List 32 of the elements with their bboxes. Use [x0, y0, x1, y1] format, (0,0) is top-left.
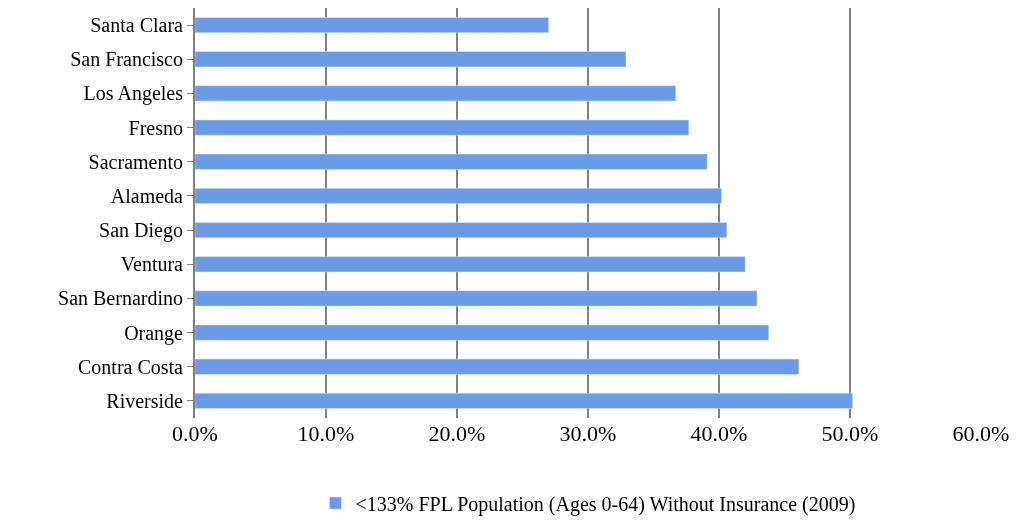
bar — [195, 358, 800, 375]
x-tick-label: 20.0% — [428, 421, 486, 446]
bar — [195, 290, 758, 307]
bar — [195, 153, 708, 170]
y-tick-label: San Bernardino — [58, 287, 183, 310]
bar — [195, 392, 853, 409]
x-tick-label: 60.0% — [952, 421, 1010, 446]
y-tick-label: San Francisco — [70, 48, 183, 71]
bar — [195, 324, 770, 341]
bar — [195, 85, 677, 102]
bar — [195, 17, 549, 34]
y-tick-label: Riverside — [106, 389, 184, 412]
y-tick-label: Ventura — [120, 253, 184, 276]
bar — [195, 222, 728, 239]
y-tick-label: Santa Clara — [90, 14, 184, 37]
y-tick-label: Orange — [124, 321, 184, 345]
y-tick-label: Fresno — [128, 116, 183, 139]
y-tick-label: San Diego — [99, 219, 183, 243]
y-tick-label: Los Angeles — [83, 82, 184, 106]
x-tick-label: 40.0% — [690, 421, 748, 446]
x-tick-label: 0.0% — [172, 421, 218, 446]
y-tick-label: Sacramento — [88, 150, 183, 173]
x-tick-label: 10.0% — [297, 421, 355, 446]
bar — [195, 119, 690, 136]
legend-label: <133% FPL Population (Ages 0-64) Without Insurance (2009) — [355, 492, 856, 516]
y-tick-label: Alameda — [110, 184, 184, 207]
bar — [195, 51, 627, 68]
y-tick-label: Contra Costa — [78, 355, 184, 378]
bar — [195, 256, 746, 273]
x-tick-label: 50.0% — [821, 421, 879, 446]
bar — [195, 187, 722, 204]
x-tick-label: 30.0% — [559, 421, 617, 446]
